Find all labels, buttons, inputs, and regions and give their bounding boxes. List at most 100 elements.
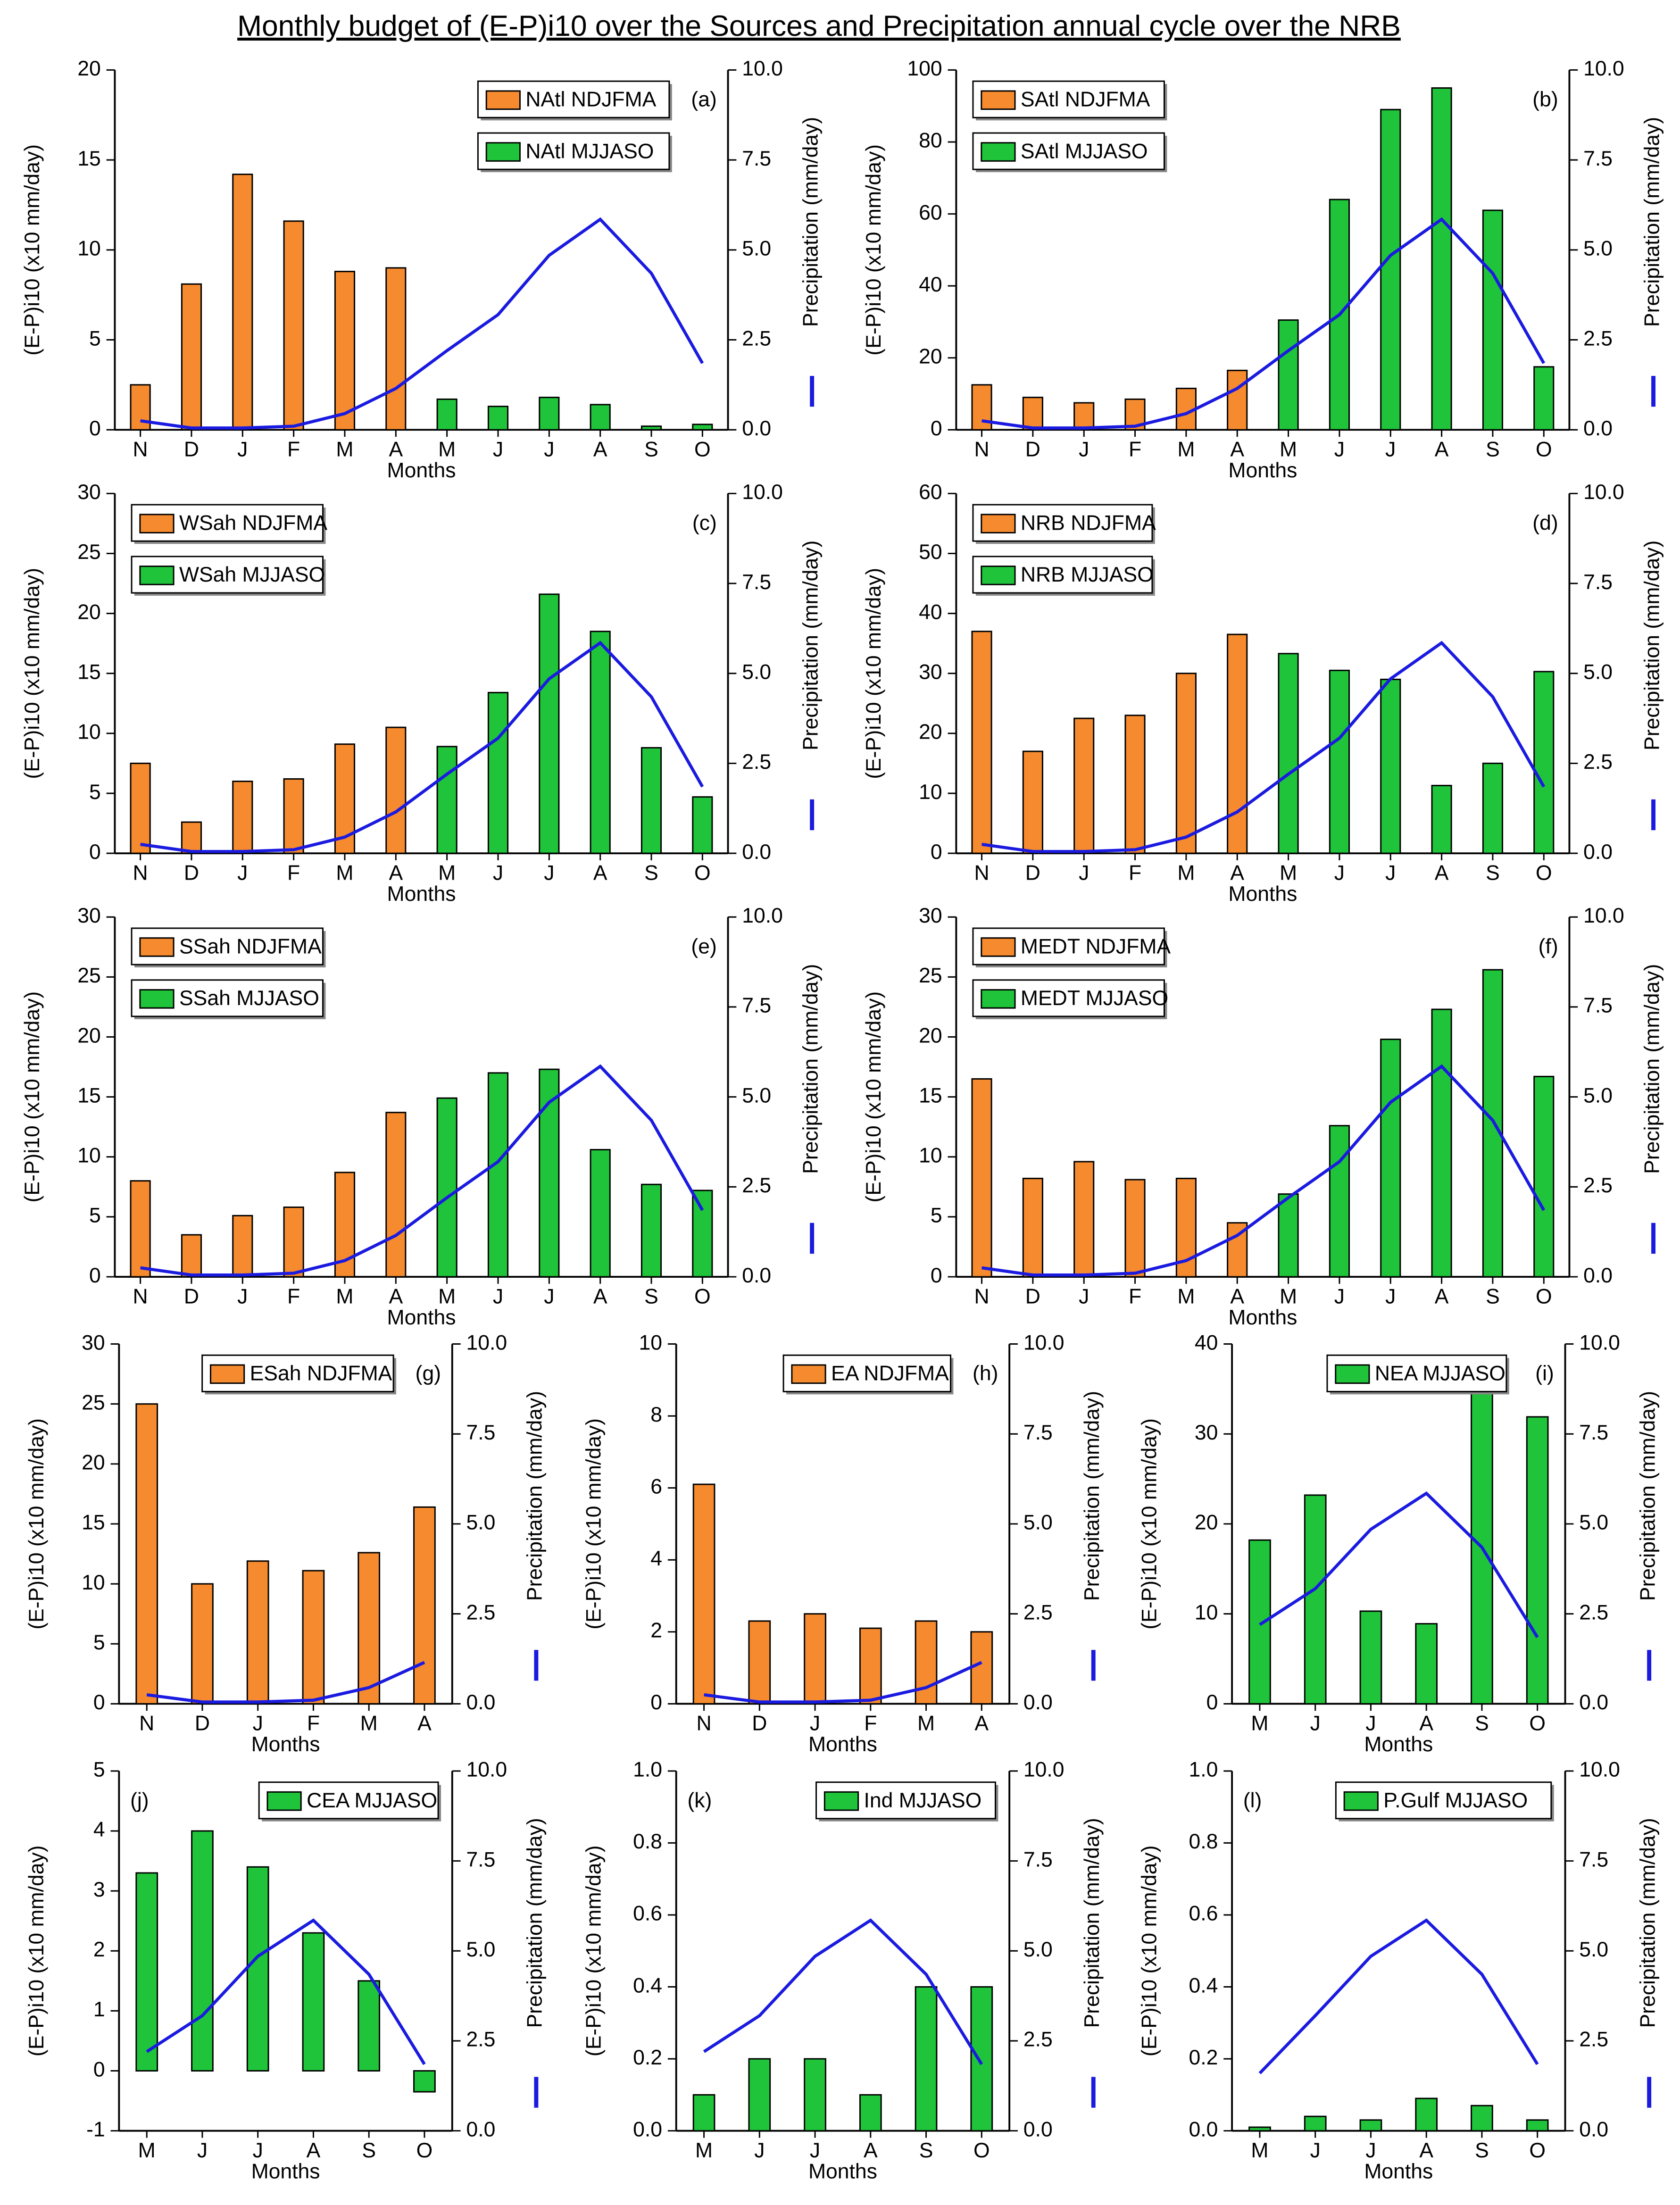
y2-tick-label: 10.0 — [1583, 57, 1624, 80]
legend-label: SSah NDJFMA — [179, 935, 322, 958]
x-tick-label: F — [307, 1712, 320, 1735]
bar — [1329, 1125, 1350, 1278]
y2-tick-label: 5.0 — [1023, 1511, 1053, 1534]
bar — [1380, 1039, 1401, 1278]
y2-tick-label: 5.0 — [1583, 237, 1613, 260]
y-tick-label: 0 — [93, 2058, 105, 2081]
y-tick-label: 10 — [639, 1331, 663, 1354]
y2-tick-label: 7.5 — [1583, 994, 1613, 1017]
legend-swatch — [981, 937, 1016, 957]
x-tick-label: F — [287, 438, 300, 461]
x-axis-label: Months — [1228, 459, 1297, 482]
y2-tick-label: 10.0 — [1023, 1758, 1065, 1781]
bar — [191, 1583, 214, 1705]
x-tick-label: M — [1177, 1285, 1195, 1308]
precip-line — [1258, 1918, 1539, 2074]
y2-tick-label: 10.0 — [742, 481, 783, 504]
x-tick-label: M — [695, 2139, 713, 2162]
bar — [1526, 2119, 1549, 2132]
legend-swatch — [139, 989, 175, 1009]
x-tick-label: M — [360, 1712, 378, 1735]
x-tick-label: M — [1280, 438, 1297, 461]
bar — [413, 1506, 436, 1705]
bar — [1533, 1075, 1555, 1278]
y2-tick-label: 5.0 — [1023, 1938, 1053, 1961]
x-tick-label: D — [1025, 861, 1040, 884]
x-tick-label: F — [1129, 438, 1141, 461]
y2-tick-label: 2.5 — [742, 327, 771, 350]
panel: -1 0 1 2 3 4 5 0.0 2.5 5.0 7.5 10.0 M J J A S O Months (E-P… — [25, 1758, 547, 2183]
y-tick-label: 0 — [89, 1264, 101, 1287]
y-tick-label: 40 — [919, 600, 942, 624]
precip-line — [140, 1064, 704, 1277]
y2-tick-label: 7.5 — [1579, 1848, 1608, 1871]
y2-tick-label: 0.0 — [1579, 1691, 1608, 1714]
y-tick-label: 6 — [650, 1475, 662, 1498]
y-tick-label: 0.4 — [1189, 1974, 1218, 1997]
bar — [135, 1403, 158, 1705]
y-tick-label: 40 — [1195, 1331, 1218, 1354]
x-tick-label: M — [1177, 438, 1195, 461]
bar — [436, 1097, 457, 1278]
x-tick-label: D — [1025, 1285, 1040, 1308]
panel: 0 5 10 15 20 25 30 0.0 2.5 5.0 7.5 10.0 N D J F M A M J J A S O… — [21, 904, 822, 1329]
legend-swatch — [209, 1364, 245, 1384]
bar — [283, 220, 304, 431]
y-tick-label: 8 — [650, 1403, 662, 1426]
x-tick-label: N — [133, 861, 148, 884]
x-tick-label: M — [1251, 2139, 1268, 2162]
bar — [135, 1872, 158, 2072]
y-tick-label: 5 — [89, 781, 101, 804]
bar — [1248, 1539, 1271, 1705]
legend-swatch — [981, 142, 1016, 162]
bar — [283, 1207, 304, 1278]
y2-tick-label: 5.0 — [1579, 1511, 1608, 1534]
y2-tick-label: 0.0 — [1583, 840, 1613, 864]
y-axis-label: (E-P)i10 (x10 mm/day) — [21, 568, 44, 779]
y-tick-label: 10 — [77, 1144, 101, 1167]
panel-label: (f) — [1539, 935, 1558, 958]
y-tick-label: 0.6 — [1189, 1902, 1218, 1925]
y2-tick-label: 5.0 — [742, 1084, 771, 1107]
y2-axis-label: Precipitation (mm/day) — [1640, 117, 1663, 327]
bar — [436, 746, 457, 854]
x-tick-label: J — [237, 861, 248, 884]
x-tick-label: F — [1129, 1285, 1141, 1308]
legend-swatch — [981, 514, 1016, 533]
x-tick-label: O — [416, 2139, 433, 2162]
y-axis-label: (E-P)i10 (x10 mm/day) — [1138, 1418, 1161, 1630]
x-tick-label: J — [1310, 1712, 1321, 1735]
y-tick-label: 10 — [77, 237, 101, 260]
panel-label: (d) — [1532, 511, 1558, 534]
bar — [358, 1980, 381, 2072]
legend-swatch — [791, 1364, 826, 1384]
y2-tick-label: 0.0 — [466, 2118, 495, 2141]
x-tick-label: O — [694, 438, 711, 461]
x-tick-label: D — [1025, 438, 1040, 461]
y-tick-label: 0.2 — [633, 2046, 662, 2069]
panel: 0 10 20 30 40 0.0 2.5 5.0 7.5 10.0 M J J A S O Months (E-… — [1138, 1331, 1660, 1756]
x-tick-label: S — [1475, 1712, 1489, 1735]
x-tick-label: M — [1251, 1712, 1268, 1735]
y-tick-label: 2 — [93, 1938, 105, 1961]
legend-box — [131, 504, 324, 542]
x-tick-label: S — [919, 2139, 933, 2162]
bar — [590, 404, 611, 431]
bar — [692, 1190, 713, 1278]
bar — [1533, 366, 1555, 431]
x-tick-label: O — [1536, 1285, 1552, 1308]
bar — [1482, 762, 1504, 854]
legend-label: SAtl MJJASO — [1021, 140, 1148, 163]
bar — [539, 593, 560, 854]
y2-tick-label: 7.5 — [742, 147, 771, 170]
y2-tick-label: 7.5 — [742, 571, 771, 594]
bar — [970, 1631, 993, 1705]
bar — [1278, 1193, 1299, 1278]
x-tick-label: J — [1365, 1712, 1376, 1735]
bar — [1380, 108, 1401, 431]
y2-tick-label: 0.0 — [742, 840, 771, 864]
bar — [130, 762, 151, 854]
y-tick-label: 25 — [77, 541, 101, 564]
bar — [232, 174, 253, 431]
x-tick-label: J — [493, 438, 503, 461]
